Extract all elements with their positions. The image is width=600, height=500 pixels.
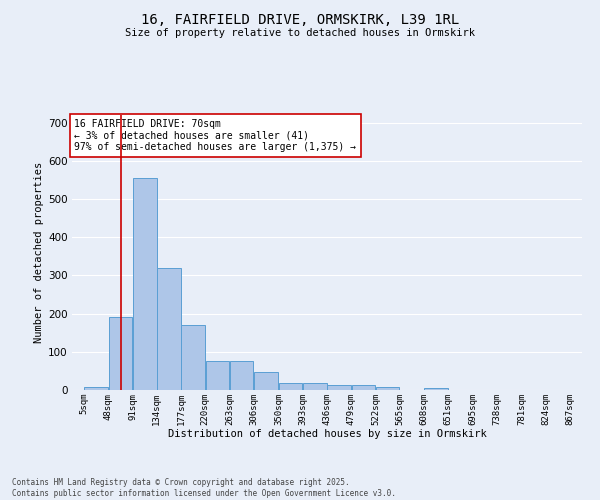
Bar	[352, 385, 375, 390]
Bar	[157, 268, 181, 390]
Text: Contains HM Land Registry data © Crown copyright and database right 2025.
Contai: Contains HM Land Registry data © Crown c…	[12, 478, 396, 498]
Bar	[230, 360, 253, 390]
Text: Size of property relative to detached houses in Ormskirk: Size of property relative to detached ho…	[125, 28, 475, 38]
Bar	[85, 387, 108, 390]
Bar	[181, 325, 205, 390]
Text: 16 FAIRFIELD DRIVE: 70sqm
← 3% of detached houses are smaller (41)
97% of semi-d: 16 FAIRFIELD DRIVE: 70sqm ← 3% of detach…	[74, 119, 356, 152]
Bar	[109, 318, 132, 390]
Bar	[303, 383, 327, 390]
Bar	[133, 178, 157, 390]
Bar	[254, 372, 278, 390]
Text: 16, FAIRFIELD DRIVE, ORMSKIRK, L39 1RL: 16, FAIRFIELD DRIVE, ORMSKIRK, L39 1RL	[141, 12, 459, 26]
Bar	[327, 385, 351, 390]
Bar	[376, 387, 400, 390]
Y-axis label: Number of detached properties: Number of detached properties	[34, 162, 44, 343]
Bar	[424, 388, 448, 390]
Bar	[206, 360, 229, 390]
X-axis label: Distribution of detached houses by size in Ormskirk: Distribution of detached houses by size …	[167, 429, 487, 439]
Bar	[279, 383, 302, 390]
